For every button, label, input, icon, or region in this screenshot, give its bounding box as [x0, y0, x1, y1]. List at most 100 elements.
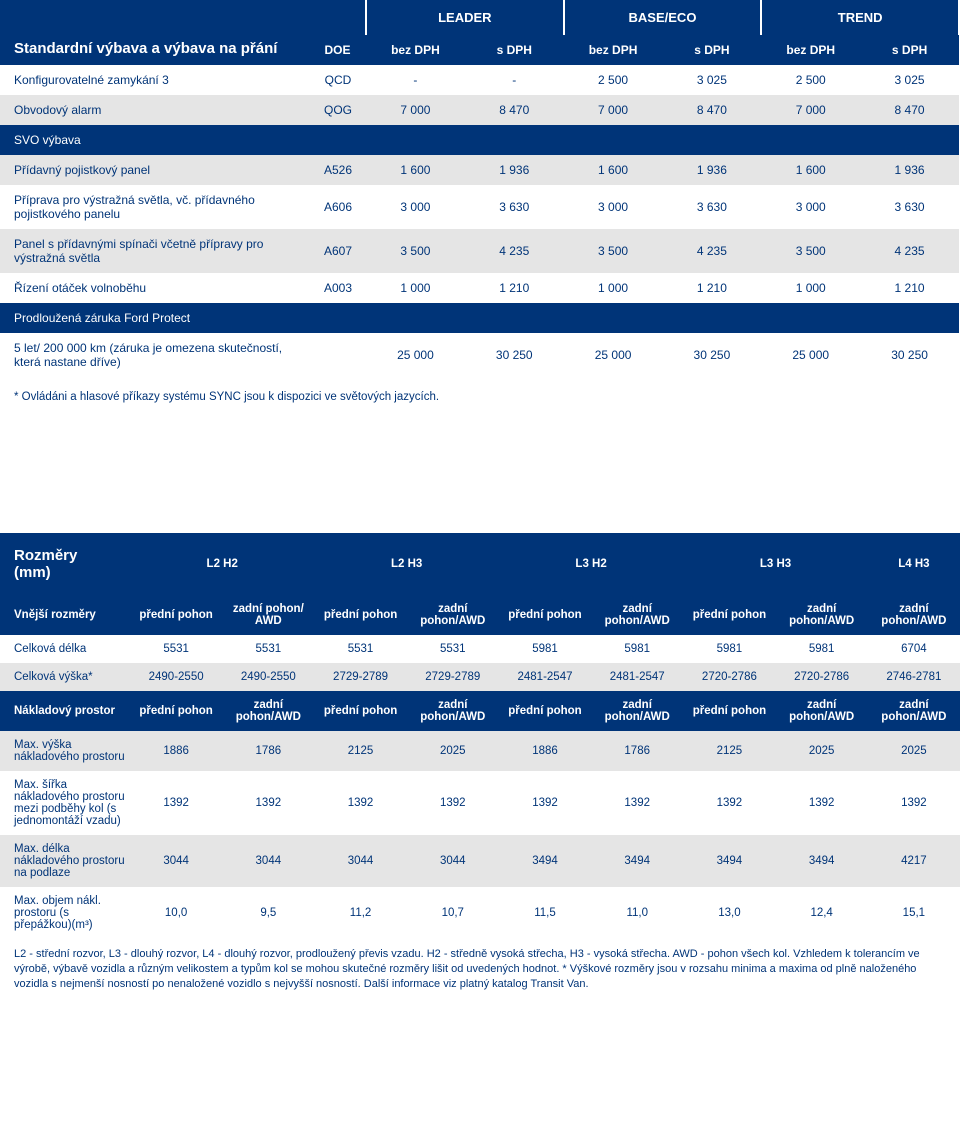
t2-note: L2 - střední rozvor, L3 - dlouhý rozvor,…	[0, 939, 960, 1012]
cell-value: 3 000	[366, 185, 465, 229]
cell-value: 11,0	[591, 887, 683, 939]
cell-value: 5981	[776, 635, 868, 663]
cell-value: 1 600	[366, 155, 465, 185]
t1-sub: s DPH	[662, 35, 761, 65]
table-row: Max. výška nákladového prostoru188617862…	[0, 731, 960, 771]
cell-value: 3494	[683, 835, 775, 887]
cell-value: 12,4	[776, 887, 868, 939]
row-label: Celková délka	[0, 635, 130, 663]
section-label: Vnější rozměry	[0, 595, 130, 635]
row-label: Řízení otáček volnoběhu	[0, 273, 310, 303]
t2-group: L2 H3	[314, 533, 498, 595]
cell-value: 1 000	[761, 273, 860, 303]
cell-value: 30 250	[465, 333, 564, 377]
column-sub: přední pohon	[499, 595, 591, 635]
section-label: Prodloužená záruka Ford Protect	[0, 303, 959, 333]
cell-value: 5981	[591, 635, 683, 663]
table-row: Vnější rozměry přední pohon zadní pohon/ A…	[0, 595, 960, 635]
column-sub: přední pohon	[499, 691, 591, 731]
t1-title: Standardní výbava a výbava na přání	[0, 0, 310, 65]
cell-value: 1392	[130, 771, 222, 835]
table-row: Přídavný pojistkový panelA5261 6001 9361…	[0, 155, 959, 185]
cell-value: 7 000	[564, 95, 663, 125]
column-sub: zadní pohon/AWD	[591, 691, 683, 731]
table-row: Celková délka553155315531553159815981598…	[0, 635, 960, 663]
t1-sub: s DPH	[860, 35, 959, 65]
t1-group-baseeco: BASE/ECO	[564, 0, 762, 35]
equipment-table: Standardní výbava a výbava na přání DOE …	[0, 0, 960, 377]
cell-value: 13,0	[683, 887, 775, 939]
cell-value: 11,2	[314, 887, 406, 939]
cell-value: 3 000	[564, 185, 663, 229]
cell-value: 30 250	[860, 333, 959, 377]
table-row: Příprava pro výstražná světla, vč. přída…	[0, 185, 959, 229]
cell-value: 4217	[868, 835, 960, 887]
cell-value: 2720-2786	[776, 663, 868, 691]
cell-value: 3 630	[860, 185, 959, 229]
cell-value: 25 000	[761, 333, 860, 377]
column-sub: přední pohon	[683, 691, 775, 731]
row-code: A607	[310, 229, 366, 273]
row-label: Max. objem nákl. prostoru (s přepážkou)(…	[0, 887, 130, 939]
t2-group: L2 H2	[130, 533, 314, 595]
table-row: SVO výbava	[0, 125, 959, 155]
cell-value: -	[465, 65, 564, 95]
cell-value: 1786	[591, 731, 683, 771]
cell-value: 2746-2781	[868, 663, 960, 691]
cell-value: 2481-2547	[591, 663, 683, 691]
cell-value: 2729-2789	[314, 663, 406, 691]
cell-value: 5531	[222, 635, 314, 663]
cell-value: 5981	[683, 635, 775, 663]
cell-value: 8 470	[662, 95, 761, 125]
row-label: Max. šířka nákladového prostoru mezi pod…	[0, 771, 130, 835]
row-code: A606	[310, 185, 366, 229]
cell-value: 1 936	[465, 155, 564, 185]
cell-value: 8 470	[860, 95, 959, 125]
column-sub: zadní pohon/AWD	[407, 691, 499, 731]
cell-value: 7 000	[366, 95, 465, 125]
cell-value: 3494	[591, 835, 683, 887]
column-sub: zadní pohon/AWD	[868, 595, 960, 635]
cell-value: 5531	[314, 635, 406, 663]
column-sub: zadní pohon/AWD	[591, 595, 683, 635]
dimensions-table: Rozměry (mm) L2 H2 L2 H3 L3 H2 L3 H3 L4 …	[0, 533, 960, 939]
cell-value: 2490-2550	[222, 663, 314, 691]
cell-value: 1786	[222, 731, 314, 771]
cell-value: 10,0	[130, 887, 222, 939]
row-label: 5 let/ 200 000 km (záruka je omezena sku…	[0, 333, 310, 377]
cell-value: 1392	[776, 771, 868, 835]
cell-value: 5531	[407, 635, 499, 663]
cell-value: 3 500	[564, 229, 663, 273]
cell-value: 1392	[591, 771, 683, 835]
row-code: A526	[310, 155, 366, 185]
column-sub: zadní pohon/ AWD	[222, 595, 314, 635]
row-label: Max. délka nákladového prostoru na podla…	[0, 835, 130, 887]
column-sub: přední pohon	[314, 691, 406, 731]
cell-value: 9,5	[222, 887, 314, 939]
cell-value: 3494	[776, 835, 868, 887]
cell-value: 1 936	[662, 155, 761, 185]
t2-corner: Rozměry (mm)	[0, 533, 130, 595]
cell-value: 1886	[130, 731, 222, 771]
table-row: Nákladový prostorpřední pohonzadní pohon…	[0, 691, 960, 731]
cell-value: 1 000	[366, 273, 465, 303]
column-sub: zadní pohon/AWD	[407, 595, 499, 635]
cell-value: 3 630	[662, 185, 761, 229]
cell-value: 2481-2547	[499, 663, 591, 691]
cell-value: 1 600	[564, 155, 663, 185]
column-sub: zadní pohon/AWD	[222, 691, 314, 731]
cell-value: 3 630	[465, 185, 564, 229]
cell-value: 5981	[499, 635, 591, 663]
cell-value: 30 250	[662, 333, 761, 377]
section-label: SVO výbava	[0, 125, 959, 155]
cell-value: -	[366, 65, 465, 95]
row-label: Max. výška nákladového prostoru	[0, 731, 130, 771]
t1-group-leader: LEADER	[366, 0, 564, 35]
cell-value: 8 470	[465, 95, 564, 125]
cell-value: 1392	[683, 771, 775, 835]
row-code: QCD	[310, 65, 366, 95]
cell-value: 1392	[222, 771, 314, 835]
cell-value: 1886	[499, 731, 591, 771]
t1-sub: s DPH	[465, 35, 564, 65]
cell-value: 2 500	[761, 65, 860, 95]
